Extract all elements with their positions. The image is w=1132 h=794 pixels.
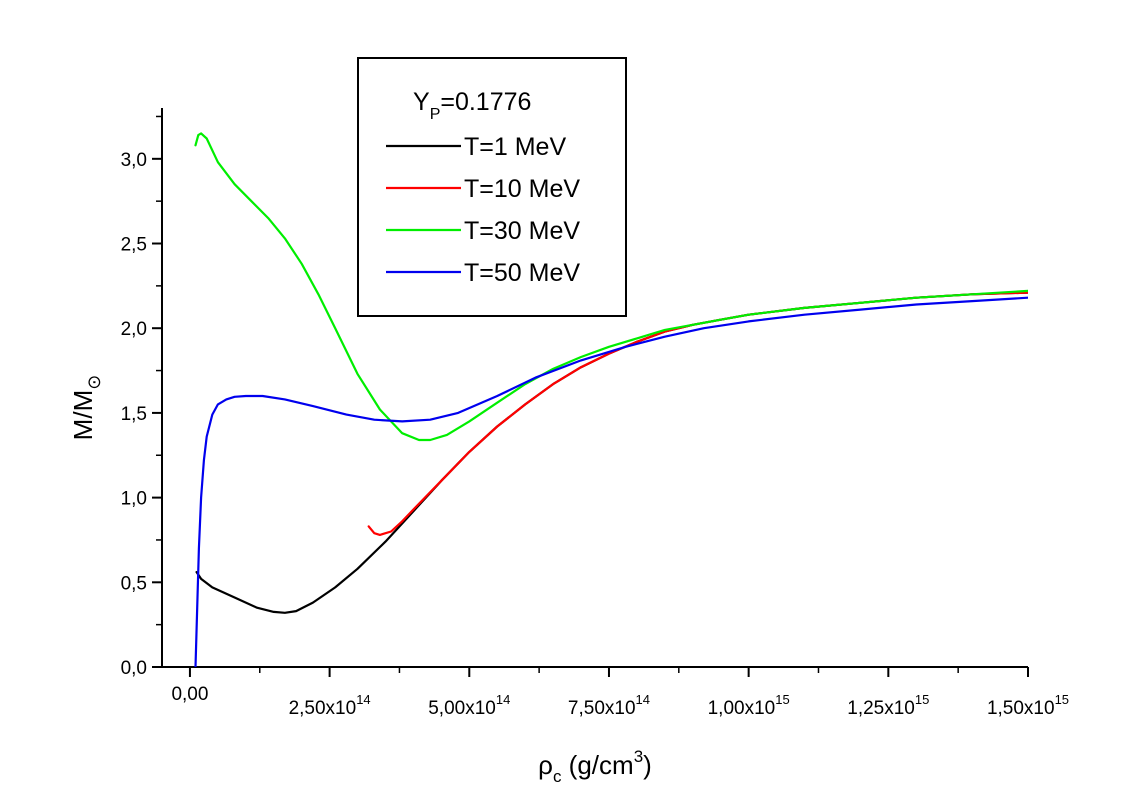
y-axis-title: M/M⊙ [68,375,104,441]
y-axis-title-main: M/M [68,390,98,441]
y-tick-label: 3,0 [121,150,147,171]
y-axis-title-sub: ⊙ [84,375,104,390]
x-tick-exponent: 14 [636,692,650,707]
legend-title-sub: P [430,106,441,123]
x-axis-title-main: ρ [538,750,553,780]
y-tick-label: 2,5 [121,235,147,256]
x-tick-mantissa: 1,25x10 [847,698,915,719]
y-tick-label: 0,0 [121,658,147,679]
axes: 0,00,51,01,52,02,53,00,002,50x1014 5,00x1… [121,108,1069,719]
x-tick-label: 5,00x1014 [428,692,510,719]
x-tick-exponent: 14 [356,692,370,707]
legend-label: T=1 MeV [464,133,566,161]
x-tick-label: 1,50x1015 [987,692,1069,719]
y-tick-label: 1,5 [121,404,147,425]
plot-area [194,132,1028,667]
legend: YP=0.1776 T=1 MeV T=10 MeV T=30 MeV T=50 MeV [357,57,627,317]
x-tick-mantissa: 2,50x10 [289,698,357,719]
x-axis-title-unit: (g/cm [561,750,633,780]
x-tick-mantissa: 1,50x10 [987,698,1055,719]
x-tick-exponent: 15 [915,692,929,707]
legend-title-main: Y [413,88,430,116]
x-tick-exponent: 14 [496,692,510,707]
x-axis-title-suffix: ) [643,750,652,780]
series-line-t-30-mev [194,132,1028,442]
x-tick-mantissa: 0,00 [171,684,208,705]
y-tick-label: 2,0 [121,319,147,340]
x-tick-label: 2,50x1014 [289,692,371,719]
x-tick-exponent: 15 [1055,692,1069,707]
x-tick-label: 0,00 [171,684,208,705]
y-tick-label: 1,0 [121,489,147,510]
x-tick-mantissa: 1,00x10 [708,698,776,719]
series-line-t-50-mev [194,296,1028,667]
x-tick-label: 1,25x1015 [847,692,929,719]
x-tick-mantissa: 5,00x10 [428,698,496,719]
x-axis-title-sup: 3 [634,747,643,766]
legend-label: T=10 MeV [464,175,580,203]
legend-label: T=50 MeV [464,259,580,287]
axis-titles: ρc (g/cm3) M/M⊙ [68,375,652,786]
legend-label: T=30 MeV [464,217,580,245]
legend-title-suffix: =0.1776 [440,88,531,116]
x-tick-label: 7,50x1014 [568,692,650,719]
x-tick-exponent: 15 [775,692,789,707]
x-tick-label: 1,00x1015 [708,692,790,719]
series-line-t-1-mev [195,291,1028,614]
legend-title: YP=0.1776 [413,88,531,123]
x-axis-title-sub: c [553,767,562,786]
x-axis-title: ρc (g/cm3) [538,747,652,786]
x-tick-mantissa: 7,50x10 [568,698,636,719]
y-tick-label: 0,5 [121,573,147,594]
